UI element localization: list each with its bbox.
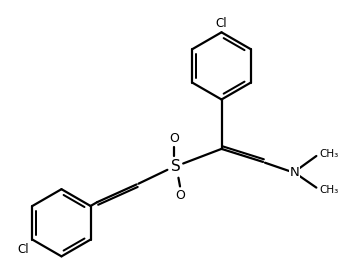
Text: CH₃: CH₃	[320, 149, 339, 159]
Text: Cl: Cl	[216, 17, 228, 30]
Text: O: O	[169, 132, 179, 145]
Text: Cl: Cl	[17, 243, 29, 256]
Text: O: O	[175, 188, 185, 202]
Text: N: N	[290, 166, 300, 179]
Text: CH₃: CH₃	[320, 185, 339, 195]
Text: S: S	[171, 159, 181, 174]
